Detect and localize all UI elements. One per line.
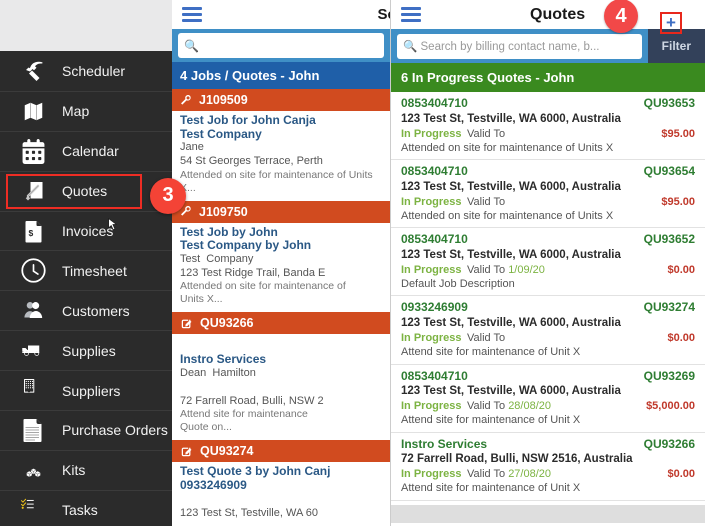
svg-text:$: $ (28, 228, 33, 238)
